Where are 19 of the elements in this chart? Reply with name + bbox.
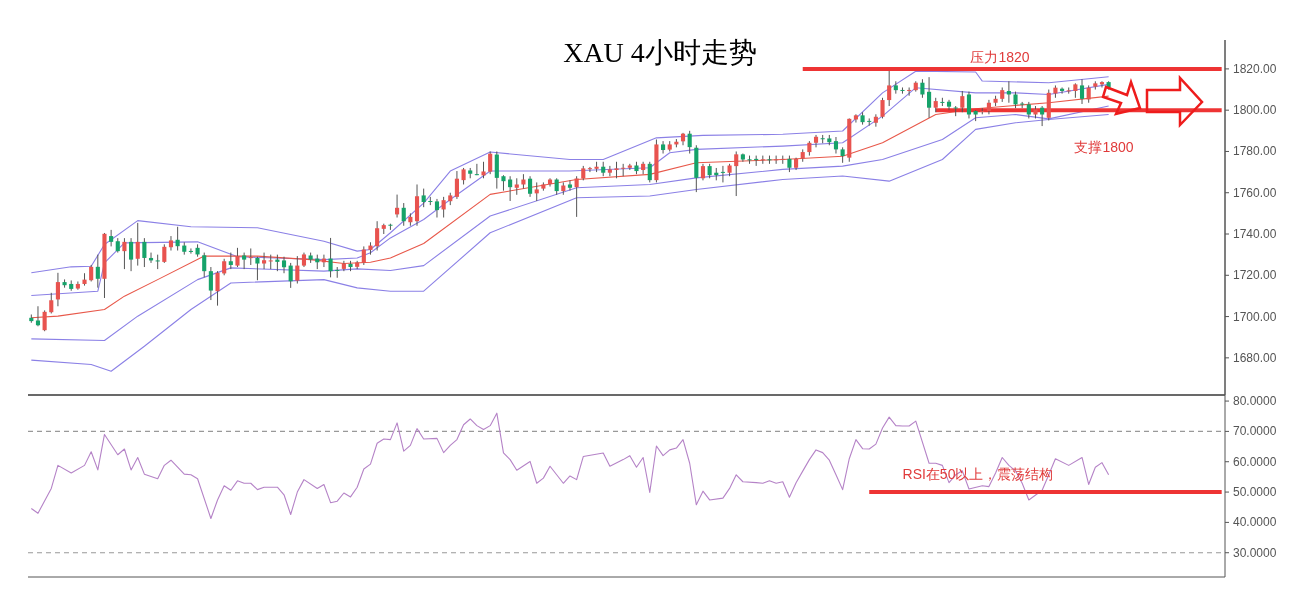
y-tick-label: 80.0000 xyxy=(1233,394,1277,409)
line-series xyxy=(30,412,1110,520)
chart-title: XAU 4小时走势 xyxy=(563,37,757,68)
y-tick-label: 1820.00 xyxy=(1233,61,1277,76)
y-tick-label: 30.0000 xyxy=(1233,545,1277,560)
y-tick-label: 1680.00 xyxy=(1233,350,1277,365)
y-tick-label: 50.0000 xyxy=(1233,485,1277,500)
y-tick-label: 40.0000 xyxy=(1233,515,1277,530)
y-tick-label: 1740.00 xyxy=(1233,227,1277,242)
y-tick-label: 60.0000 xyxy=(1233,454,1277,469)
annotation: 压力1820 xyxy=(970,49,1030,65)
y-tick-label: 1800.00 xyxy=(1233,103,1277,118)
annotation: RSI在50以上，震荡结构 xyxy=(902,466,1054,482)
y-tick-label: 70.0000 xyxy=(1233,424,1277,439)
y-tick-label: 1780.00 xyxy=(1233,144,1277,159)
y-tick-label: 1720.00 xyxy=(1233,268,1277,283)
y-tick-label: 1760.00 xyxy=(1233,185,1277,200)
y-tick-label: 1700.00 xyxy=(1233,309,1277,324)
annotation: 支撑1800 xyxy=(1074,139,1134,155)
